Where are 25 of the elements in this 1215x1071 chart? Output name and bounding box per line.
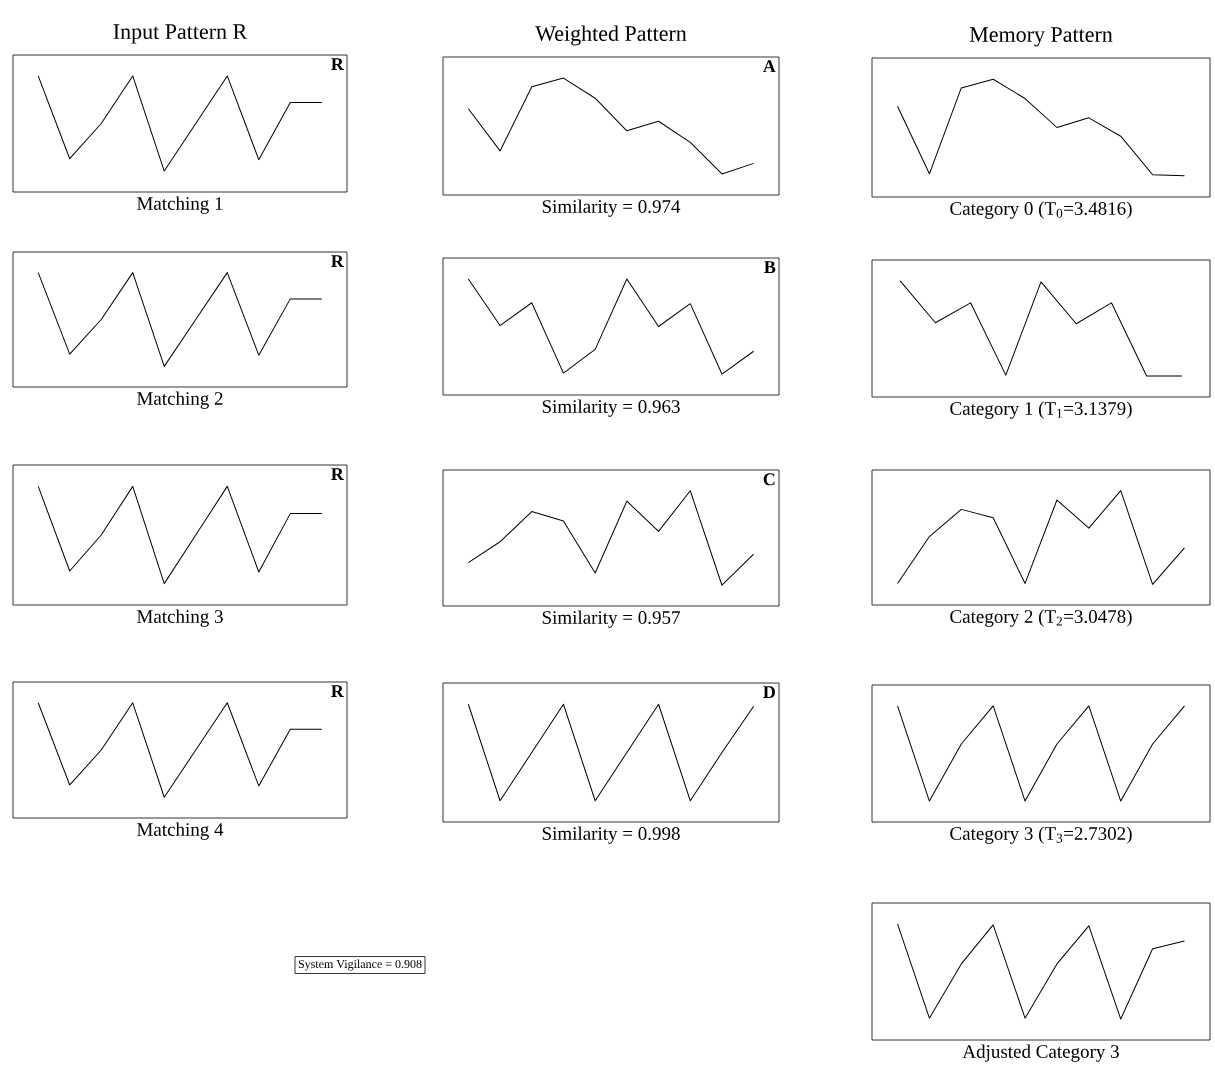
x-axis-title: Category 2 (T$_{2}$=3.0478) xyxy=(950,609,1132,627)
text: R xyxy=(331,468,344,480)
text: R xyxy=(331,58,344,70)
chart-title: Weighted Pattern xyxy=(535,25,687,46)
x-axis-title: Similarity = 0.974 xyxy=(542,199,681,217)
chart-title: Memory Pattern xyxy=(969,27,1113,47)
x-axis-title: Matching 2 xyxy=(137,391,223,409)
text: R xyxy=(331,255,344,267)
text: A xyxy=(762,60,776,73)
text: B xyxy=(764,261,776,274)
x-axis-title: Matching 3 xyxy=(137,609,223,627)
text: System Vigilance = 0.908 xyxy=(298,959,422,971)
text: D xyxy=(763,686,775,699)
x-axis-title: Category 1 (T$_{1}$=3.1379) xyxy=(950,401,1132,419)
text: R xyxy=(331,685,344,697)
x-axis-title: Similarity = 0.998 xyxy=(542,826,680,844)
x-axis-title: Category 0 (T$_{0}$=3.4816) xyxy=(950,201,1132,219)
x-axis-title: Similarity = 0.957 xyxy=(542,610,680,628)
x-axis-title: Matching 1 xyxy=(137,196,223,214)
text: C xyxy=(763,473,775,486)
x-axis-title: Matching 4 xyxy=(137,822,224,840)
x-axis-title: Similarity = 0.963 xyxy=(542,399,680,417)
x-axis-title: Category 3 (T$_{3}$=2.7302) xyxy=(950,826,1132,844)
chart-title: Input Pattern R xyxy=(113,24,248,44)
x-axis-title: Adjusted Category 3 xyxy=(962,1044,1119,1062)
